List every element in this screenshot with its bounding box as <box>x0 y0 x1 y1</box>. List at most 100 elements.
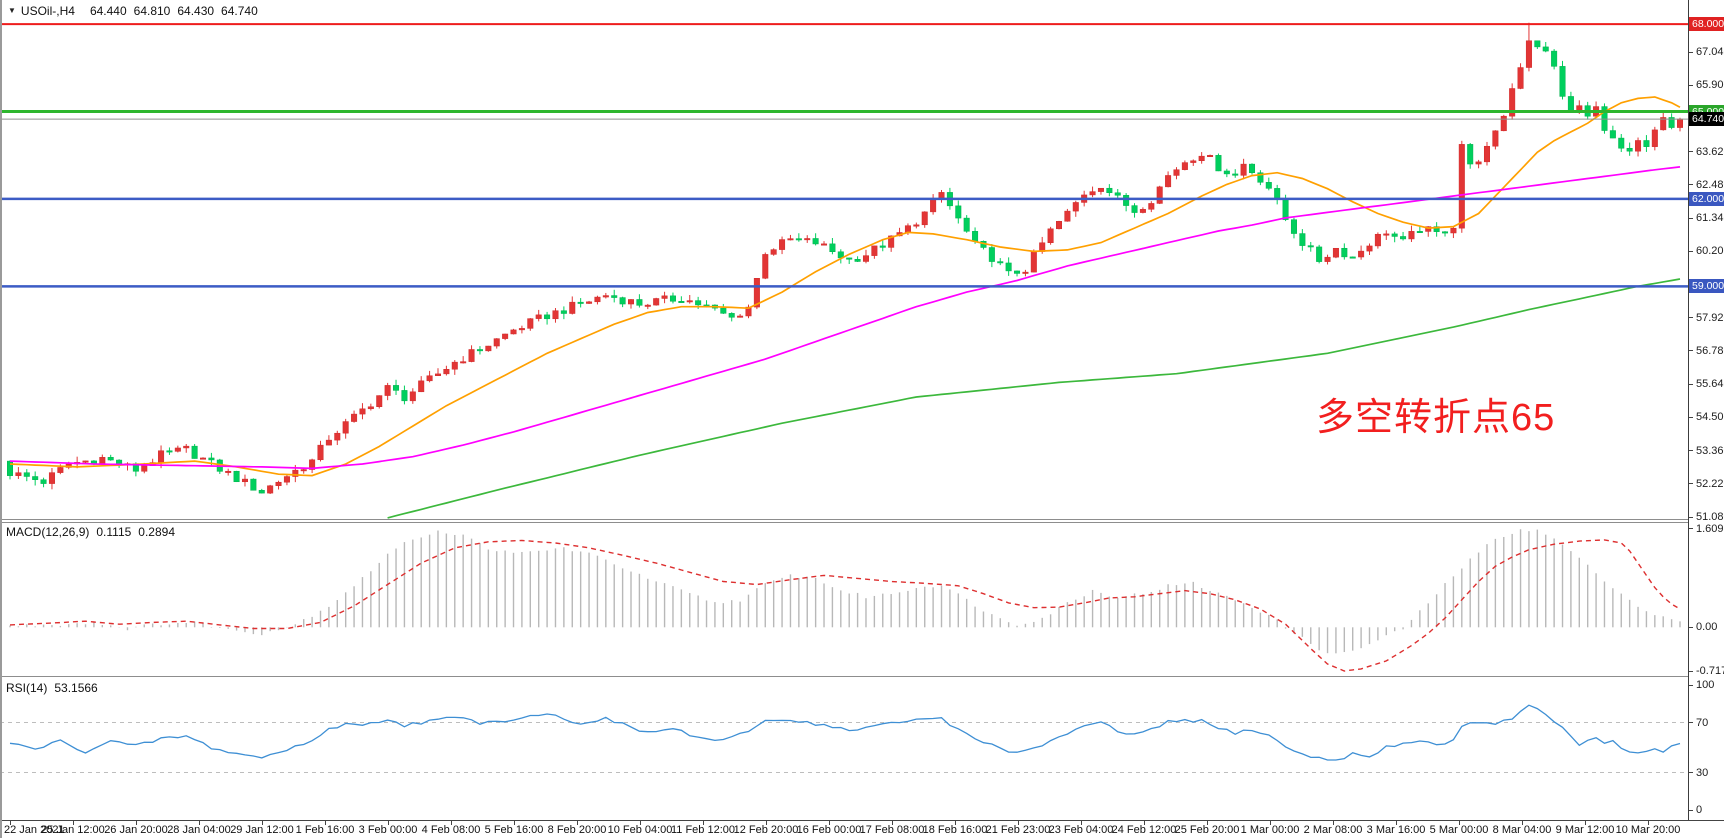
time-tick <box>1081 821 1082 825</box>
time-tick <box>1333 821 1334 825</box>
price-tick-label-tick <box>1689 350 1693 352</box>
price-tick-label-tick <box>1689 516 1693 518</box>
price-tick-label: 51.080 <box>1696 511 1724 523</box>
time-tick <box>703 821 704 825</box>
price-tick-label: 56.780 <box>1696 344 1724 357</box>
time-tick <box>388 821 389 825</box>
price-tick-label-tick <box>1689 450 1693 452</box>
price-tick-label-tick <box>1689 217 1693 219</box>
time-label: 5 Feb 16:00 <box>484 824 544 836</box>
macd-indicator-pane[interactable]: MACD(12,26,9) 0.1115 0.2894 <box>0 523 1688 676</box>
time-label: 26 Jan 20:00 <box>104 824 168 836</box>
price-axis[interactable]: 67.040 65.900 63.620 62.480 61.340 60.200 57.9… <box>1689 0 1724 820</box>
rsi-axis-label: 0 <box>1696 804 1703 816</box>
chart-header: ▼ USOil-,H4 64.440 64.810 64.430 64.740 <box>8 4 258 18</box>
time-label: 11 Feb 12:00 <box>670 824 736 836</box>
time-tick <box>1018 821 1019 825</box>
rsi-value: 53.1566 <box>54 681 98 695</box>
macd-chart-canvas[interactable] <box>0 523 1688 676</box>
symbol-dropdown-icon[interactable]: ▼ <box>8 6 16 15</box>
time-tick <box>451 821 452 825</box>
time-tick <box>1459 821 1460 825</box>
price-tick-label-tick <box>1689 383 1693 385</box>
time-tick <box>1207 821 1208 825</box>
rsi-axis-label-tick <box>1689 684 1693 686</box>
macd-header: MACD(12,26,9) 0.1115 0.2894 <box>6 525 175 539</box>
price-tick-label-tick <box>1689 317 1693 319</box>
price-tick-label: 55.640 <box>1696 378 1724 391</box>
time-label: 8 Mar 04:00 <box>1492 824 1552 836</box>
time-label: 16 Feb 00:00 <box>796 824 862 836</box>
time-tick <box>1522 821 1523 825</box>
time-tick <box>514 821 515 825</box>
pane-separator[interactable] <box>0 519 1688 523</box>
time-axis[interactable]: 22 Jan 2021 25 Jan 12:00 26 Jan 20:00 28 Ja… <box>0 820 1724 838</box>
time-label: 8 Feb 20:00 <box>547 824 607 836</box>
price-tick-label: 52.220 <box>1696 477 1724 490</box>
quote-high: 64.810 <box>133 4 171 18</box>
time-label: 18 Feb 16:00 <box>922 824 988 836</box>
time-tick <box>262 821 263 825</box>
macd-histogram <box>9 529 1681 654</box>
price-tick-label: 65.900 <box>1696 79 1724 92</box>
quote-open: 64.440 <box>89 4 127 18</box>
time-tick <box>892 821 893 825</box>
macd-value-main: 0.1115 <box>96 525 132 539</box>
rsi-indicator-pane[interactable]: RSI(14) 53.1566 <box>0 679 1688 819</box>
rsi-chart-canvas[interactable] <box>0 679 1688 819</box>
horizontal-level-lines <box>0 23 1688 288</box>
price-tag-62.000: 62.000 <box>1689 191 1724 206</box>
main-chart-pane[interactable]: ▼ USOil-,H4 64.440 64.810 64.430 64.740 多空转折点… <box>0 0 1688 519</box>
price-tick-label: 63.620 <box>1696 145 1724 158</box>
rsi-axis-label-tick <box>1689 772 1693 773</box>
price-tick-label: 61.340 <box>1696 212 1724 225</box>
macd-axis-label-tick <box>1689 626 1693 628</box>
price-tick-label: 53.360 <box>1696 444 1724 457</box>
time-tick <box>1396 821 1397 825</box>
price-tick-label: 54.500 <box>1696 411 1724 424</box>
time-label: 12 Feb 20:00 <box>733 824 799 836</box>
price-axis-border <box>1688 0 1689 820</box>
time-tick <box>1270 821 1271 825</box>
time-label: 4 Feb 08:00 <box>421 824 481 836</box>
rsi-level-lines <box>0 722 1688 773</box>
time-tick <box>136 821 137 825</box>
time-tick <box>1144 821 1145 825</box>
macd-axis-label-tick <box>1689 670 1693 672</box>
macd-axis-label: -0.7172 <box>1696 665 1724 678</box>
rsi-axis-label-tick <box>1689 809 1693 811</box>
time-label: 3 Mar 16:00 <box>1366 824 1426 836</box>
quote-low: 64.430 <box>177 4 215 18</box>
time-label: 25 Jan 12:00 <box>41 824 105 836</box>
time-label: 17 Feb 08:00 <box>859 824 925 836</box>
chart-annotation-text[interactable]: 多空转折点65 <box>1316 397 1556 439</box>
time-tick <box>1585 821 1586 825</box>
rsi-axis-label: 30 <box>1696 766 1709 779</box>
rsi-label: RSI(14) <box>6 681 48 695</box>
candlestick-series <box>7 22 1683 494</box>
time-label: 24 Feb 12:00 <box>1111 824 1177 836</box>
macd-axis-label-tick <box>1689 528 1693 530</box>
time-tick <box>73 821 74 825</box>
time-label: 9 Mar 12:00 <box>1555 824 1615 836</box>
time-tick <box>199 821 200 825</box>
macd-axis-label: 0.00 <box>1696 621 1718 634</box>
time-label: 23 Feb 04:00 <box>1048 824 1114 836</box>
time-label: 1 Mar 00:00 <box>1240 824 1300 836</box>
time-tick <box>325 821 326 825</box>
rsi-axis-label: 70 <box>1696 716 1709 729</box>
time-label: 28 Jan 04:00 <box>167 824 231 836</box>
price-tick-label-tick <box>1689 250 1693 252</box>
price-tick-label-tick <box>1689 416 1693 418</box>
time-label: 2 Mar 08:00 <box>1303 824 1363 836</box>
candlestick-chart-canvas[interactable] <box>0 0 1688 519</box>
time-tick <box>1648 821 1649 825</box>
macd-value-signal: 0.2894 <box>138 525 175 539</box>
time-label: 10 Feb 04:00 <box>607 824 673 836</box>
rsi-axis-label-tick <box>1689 722 1693 723</box>
rsi-header: RSI(14) 53.1566 <box>6 681 98 695</box>
time-label: 29 Jan 12:00 <box>230 824 294 836</box>
time-tick <box>829 821 830 825</box>
time-tick <box>955 821 956 825</box>
price-tick-label-tick <box>1689 184 1693 186</box>
